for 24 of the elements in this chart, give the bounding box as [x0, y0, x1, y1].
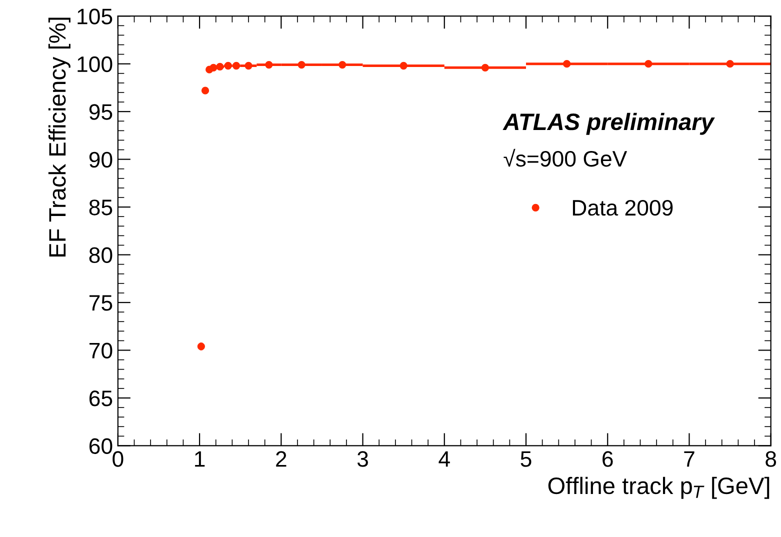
x-axis-title: Offline track p$_{T}$ [GeV]: [548, 476, 770, 499]
x-tick-label: 7: [684, 451, 694, 467]
y-tick-label: 85: [89, 200, 112, 216]
legend-label: Data 2009: [572, 200, 673, 216]
y-tick-label: 65: [89, 390, 112, 406]
annotation: ATLAS preliminary: [502, 112, 715, 135]
y-axis-title: EF Track Efficiency [%]: [48, 18, 70, 256]
y-tick-label: 75: [89, 295, 112, 311]
y-tick-label: 95: [89, 104, 112, 120]
x-tick-label: 2: [276, 451, 286, 467]
x-tick-label: 0: [112, 451, 124, 467]
x-tick-label: 1: [195, 451, 205, 467]
x-tick-label: 5: [520, 451, 532, 467]
x-tick-label: 3: [357, 451, 368, 467]
x-tick-label: 4: [438, 451, 450, 467]
y-tick-label: 90: [89, 152, 112, 168]
y-tick-label: 105: [78, 8, 112, 24]
x-tick-label: 8: [766, 451, 776, 467]
y-tick-label: 60: [89, 438, 112, 454]
x-tick-label: 6: [602, 451, 613, 467]
annotation: √s=900 GeV: [504, 148, 628, 167]
y-tick-label: 80: [89, 247, 112, 264]
y-tick-label: 100: [78, 56, 112, 72]
y-tick-label: 70: [89, 342, 112, 359]
